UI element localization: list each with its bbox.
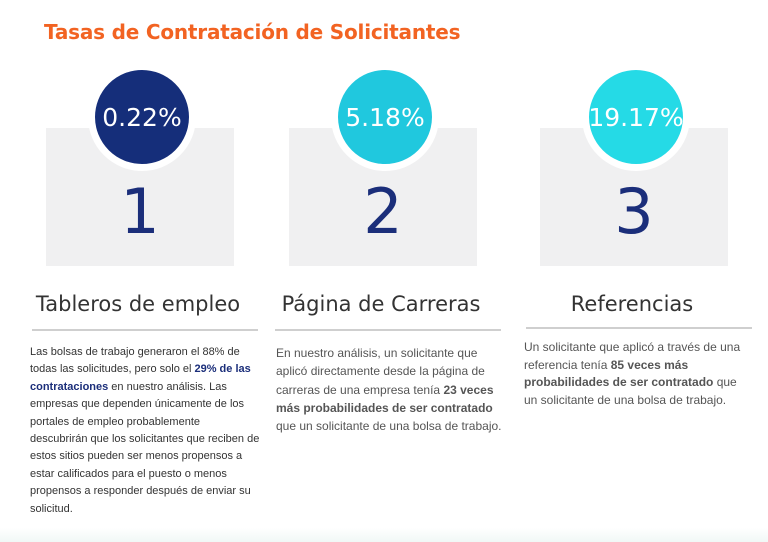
divider — [275, 329, 501, 331]
column-description: Un solicitante que aplicó a través de un… — [524, 339, 752, 409]
description-text: Las bolsas de trabajo generaron el 88% d… — [30, 346, 240, 376]
description-text: que un solicitante de una bolsa de traba… — [276, 419, 502, 434]
description-text: que un solicitante de una bolsa de traba… — [524, 375, 737, 407]
column-label: Página de Carreras — [281, 292, 481, 316]
description-text: En nuestro análisis, un solicitante que … — [276, 346, 485, 397]
column-description: En nuestro análisis, un solicitante que … — [276, 344, 508, 435]
column-label: Referencias — [570, 292, 694, 316]
rate-circle: 0.22% — [88, 63, 196, 171]
divider — [32, 329, 258, 331]
page-title: Tasas de Contratación de Solicitantes — [44, 20, 461, 44]
column-number: 1 — [120, 175, 160, 248]
description-highlight: 23 veces más probabilidades de ser contr… — [276, 382, 494, 415]
stat-column-job-boards: 0.22% 1 Tableros de empleo Las bolsas de… — [20, 0, 270, 542]
rate-circle: 19.17% — [582, 63, 690, 171]
rate-circle: 5.18% — [331, 63, 439, 171]
description-highlight: 29% de las contrataciones — [30, 363, 251, 393]
description-highlight: 85 veces más probabilidades de ser contr… — [524, 357, 714, 390]
column-number: 3 — [614, 175, 654, 248]
column-description: Las bolsas de trabajo generaron el 88% d… — [30, 344, 260, 518]
page-bottom-tint — [0, 528, 768, 542]
stat-column-referrals: 19.17% 3 Referencias Un solicitante que … — [514, 0, 764, 542]
column-number: 2 — [363, 175, 403, 248]
stat-column-careers-page: 5.18% 2 Página de Carreras En nuestro an… — [263, 0, 513, 542]
column-label: Tableros de empleo — [35, 292, 241, 316]
divider — [526, 327, 752, 329]
description-text: Un solicitante que aplicó a través de un… — [524, 340, 741, 372]
description-text: en nuestro análisis. Las empresas que de… — [30, 380, 260, 515]
